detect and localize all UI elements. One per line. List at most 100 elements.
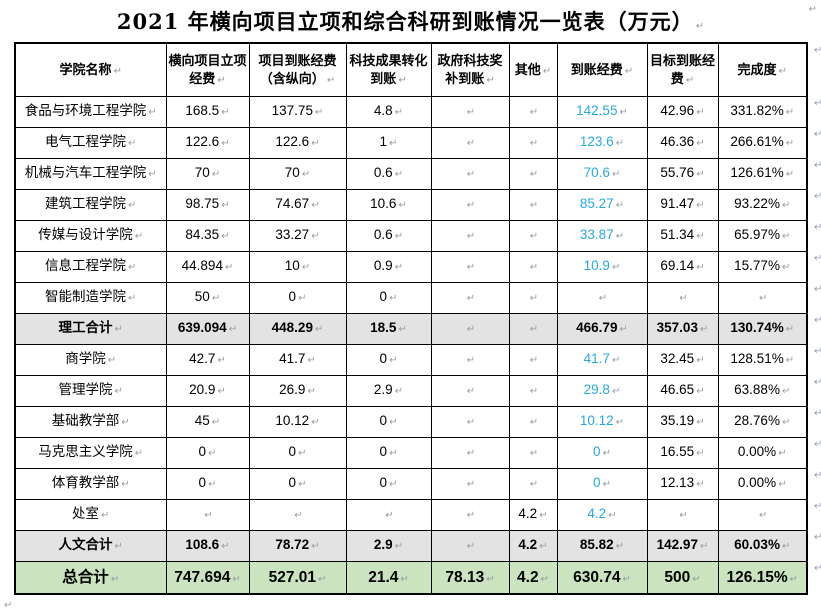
cell-end-mark: ↵ (389, 355, 398, 367)
cell-end-mark: ↵ (107, 355, 117, 367)
cell-end-mark: ↵ (759, 510, 768, 522)
cell-end-mark: ↵ (619, 324, 628, 336)
row-name-cell: 信息工程学院 ↵ (14, 250, 167, 283)
cell-end-mark: ↵ (529, 138, 539, 150)
value-cell: 4.2 ↵ (508, 560, 558, 595)
value-cell: ↵ (508, 467, 558, 500)
row-end-mark: ↵ (814, 129, 821, 140)
cell-value: 0 (379, 444, 388, 460)
cell-end-mark: ↵ (394, 231, 404, 243)
value-cell: 10.12 ↵ (248, 405, 347, 438)
row-name-label: 信息工程学院 (45, 258, 127, 274)
cell-end-mark: ↵ (529, 448, 539, 460)
cell-value: 20.9 (189, 382, 216, 398)
row-name-cell: 商学院 ↵ (14, 343, 167, 376)
row-name-label: 理工合计 (58, 320, 113, 336)
table-row-normal: 马克思主义学院 ↵ 0 ↵ 0 ↵ 0 ↵ ↵ ↵ 0 ↵ 16.55 ↵ 0.00% ↵ (14, 436, 808, 469)
row-name-cell: 管理学院 ↵ (14, 374, 167, 407)
value-cell: ↵ (508, 312, 558, 345)
cell-end-mark: ↵ (394, 386, 404, 398)
cell-value: 42.96 (660, 103, 695, 119)
cell-end-mark: ↵ (615, 138, 625, 150)
row-name-label: 电气工程学院 (45, 134, 127, 150)
cell-value: 84.35 (185, 227, 220, 243)
cell-end-mark: ↵ (394, 541, 404, 553)
value-cell: 0.9 ↵ (345, 250, 432, 283)
value-cell: 448.29 ↵ (248, 312, 347, 345)
cell-end-mark: ↵ (311, 417, 320, 429)
value-cell: 4.8 ↵ (345, 95, 432, 128)
value-cell: ↵ (717, 498, 808, 531)
cell-end-mark: ↵ (466, 479, 476, 491)
column-header-0: 学院名称 ↵ (14, 42, 167, 97)
value-cell: 70 ↵ (165, 157, 250, 190)
value-cell: ↵ (508, 250, 558, 283)
value-cell: 10.9 ↵ (556, 250, 648, 283)
row-end-mark: ↵ (814, 470, 821, 481)
row-end-mark: ↵ (814, 45, 821, 56)
cell-end-mark: ↵ (128, 200, 137, 212)
row-end-mark: ↵ (814, 222, 821, 233)
value-cell: 0 ↵ (345, 405, 432, 438)
cell-end-mark: ↵ (622, 573, 631, 585)
column-header-4: 政府科技奖补到账 ↵ (430, 42, 510, 97)
value-cell: ↵ (430, 312, 510, 345)
value-cell: 527.01 ↵ (248, 560, 347, 595)
table-row-normal: 电气工程学院 ↵ 122.6 ↵ 122.6 ↵ 1 ↵ ↵ ↵ 123.6 ↵ 46.36 ↵ 266.6… (14, 126, 808, 159)
cell-value: 93.22% (734, 196, 780, 212)
row-end-mark: ↵ (814, 532, 821, 543)
cell-end-mark: ↵ (785, 138, 795, 150)
value-cell: 69.14 ↵ (646, 250, 719, 283)
cell-end-mark: ↵ (211, 169, 221, 181)
cell-end-mark: ↵ (128, 138, 137, 150)
cell-end-mark: ↵ (602, 479, 611, 491)
value-cell: 0.6 ↵ (345, 219, 432, 252)
value-cell: 123.6 ↵ (556, 126, 648, 159)
cell-value: 26.9 (279, 382, 306, 398)
value-cell: ↵ (430, 157, 510, 190)
cell-value: 12.13 (660, 475, 695, 491)
value-cell: 55.76 ↵ (646, 157, 719, 190)
cell-end-mark: ↵ (615, 417, 625, 429)
value-cell: 50 ↵ (165, 281, 250, 314)
column-header-label: 到账经费 (570, 61, 623, 77)
cell-end-mark: ↵ (114, 541, 123, 553)
cell-end-mark: ↵ (400, 573, 409, 585)
cell-value: 126.15% (726, 568, 788, 586)
value-cell: 44.894 ↵ (165, 250, 250, 283)
value-cell: 0.00% ↵ (717, 467, 808, 500)
cell-end-mark: ↵ (598, 293, 608, 305)
table-body: 食品与环境工程学院 ↵ 168.5 ↵ 137.75 ↵ 4.8 ↵ ↵ ↵ 142.55 ↵ 42.9… (14, 95, 808, 595)
cell-end-mark: ↵ (466, 355, 476, 367)
cell-end-mark: ↵ (298, 293, 307, 305)
cell-end-mark: ↵ (781, 231, 791, 243)
row-name-cell: 人文合计 ↵ (14, 529, 167, 562)
value-cell: 0.6 ↵ (345, 157, 432, 190)
cell-end-mark: ↵ (696, 200, 705, 212)
cell-value: 0 (379, 413, 388, 429)
cell-end-mark: ↵ (785, 324, 795, 336)
cell-end-mark: ↵ (217, 74, 226, 86)
row-name-cell: 食品与环境工程学院 ↵ (14, 95, 167, 128)
cell-end-mark: ↵ (311, 541, 320, 553)
cell-value: 0 (593, 475, 601, 491)
cell-end-mark: ↵ (121, 417, 130, 429)
cell-end-mark: ↵ (466, 510, 476, 522)
cell-end-mark: ↵ (624, 65, 634, 77)
cell-value: 0.6 (373, 165, 393, 181)
cell-value: 1 (379, 134, 388, 150)
cell-end-mark: ↵ (211, 293, 221, 305)
cell-end-mark: ↵ (778, 479, 787, 491)
value-cell: 93.22% ↵ (717, 188, 808, 221)
cell-end-mark: ↵ (301, 262, 311, 274)
cell-end-mark: ↵ (685, 74, 695, 86)
cell-value: 15.77% (734, 258, 780, 274)
cell-value: 10.12 (275, 413, 310, 429)
value-cell: 70 ↵ (248, 157, 347, 190)
row-name-cell: 体育教学部 ↵ (14, 467, 167, 500)
cell-value: 0 (288, 475, 297, 491)
cell-end-mark: ↵ (696, 448, 705, 460)
cell-end-mark: ↵ (466, 138, 476, 150)
cell-end-mark: ↵ (785, 355, 795, 367)
value-cell: ↵ (717, 281, 808, 314)
